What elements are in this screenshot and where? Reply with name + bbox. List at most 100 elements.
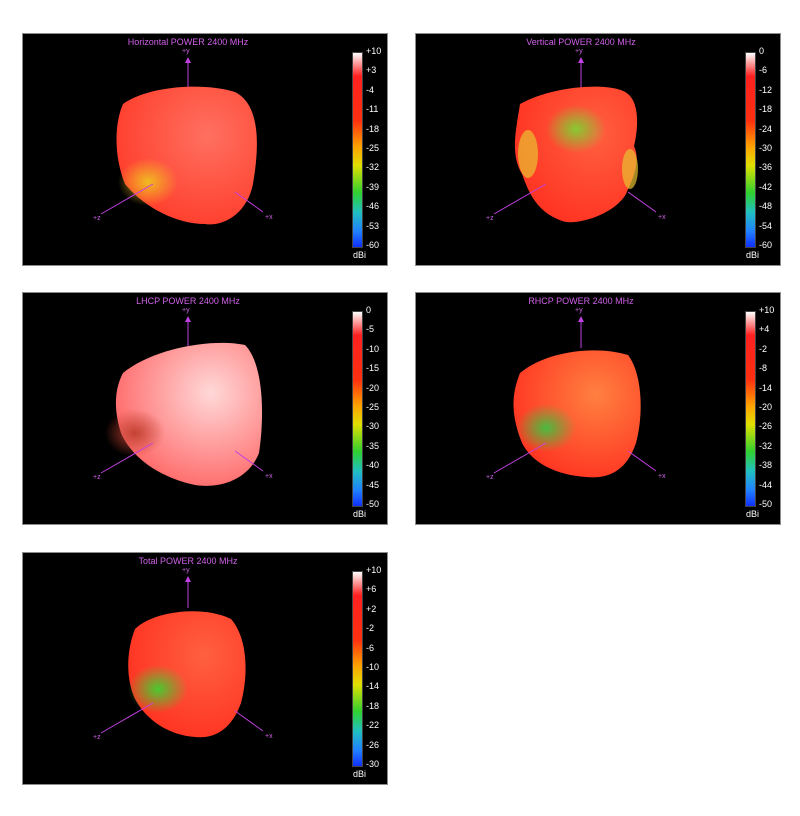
x-axis-label: +x bbox=[265, 473, 273, 480]
colorbar-tick-label: -14 bbox=[366, 681, 380, 692]
colorbar-tick-label: -50 bbox=[366, 499, 380, 509]
pattern-plot bbox=[100, 316, 264, 486]
colorbar-tick-label: -45 bbox=[366, 479, 380, 490]
colorbar bbox=[745, 52, 756, 248]
colorbar-tick-label: -36 bbox=[759, 162, 773, 173]
colorbar-tick-label: -10 bbox=[366, 662, 380, 672]
z-axis-label: +z bbox=[93, 474, 101, 481]
colorbar-tick-label: -18 bbox=[759, 104, 773, 115]
colorbar-tick-label: -25 bbox=[366, 402, 380, 412]
z-axis-line bbox=[100, 442, 154, 474]
x-axis-line bbox=[234, 450, 264, 472]
colorbar-tick-label: +10 bbox=[366, 46, 382, 56]
colorbar-tick-label: -32 bbox=[366, 162, 380, 173]
colorbar-tick-label: 0 bbox=[759, 46, 765, 56]
colorbar-tick-label: -44 bbox=[759, 479, 773, 490]
colorbar-tick-label: +6 bbox=[366, 584, 377, 595]
colorbar-tick-label: -24 bbox=[759, 123, 773, 134]
chart-title: Total POWER 2400 MHz bbox=[138, 556, 238, 566]
colorbar-tick-label: -5 bbox=[366, 324, 375, 335]
colorbar-tick-label: -25 bbox=[366, 143, 380, 153]
x-axis-label: +x bbox=[658, 214, 666, 221]
colorbar-tick-label: -32 bbox=[759, 440, 773, 451]
colorbar bbox=[352, 52, 363, 248]
colorbar-tick-label: +10 bbox=[759, 305, 775, 315]
colorbar-unit: dBi bbox=[746, 509, 760, 519]
colorbar-tick-label: -46 bbox=[366, 201, 380, 212]
colorbar-tick-label: -30 bbox=[759, 143, 773, 153]
colorbar-tick-label: -20 bbox=[366, 382, 380, 393]
z-axis-line bbox=[100, 702, 154, 734]
pattern-surface bbox=[514, 86, 638, 223]
z-axis-label: +z bbox=[486, 215, 494, 222]
colorbar-tick-label: -30 bbox=[366, 759, 380, 769]
colorbar-tick-label: +4 bbox=[759, 324, 770, 335]
x-axis-line bbox=[627, 191, 657, 213]
chart-title: LHCP POWER 2400 MHz bbox=[136, 296, 240, 306]
colorbar bbox=[352, 571, 363, 767]
colorbar bbox=[352, 311, 363, 507]
colorbar-tick-label: -30 bbox=[366, 421, 380, 432]
x-axis-line bbox=[627, 450, 657, 472]
colorbar bbox=[745, 311, 756, 507]
colorbar-tick-label: -6 bbox=[366, 642, 375, 653]
pattern-panel-5: Total POWER 2400 MHz +y +z +x +10 +6 +2 -2 -6 -10… bbox=[22, 552, 388, 785]
colorbar-tick-label: -18 bbox=[366, 700, 380, 711]
colorbar-unit: dBi bbox=[746, 250, 760, 260]
chart-title: Horizontal POWER 2400 MHz bbox=[127, 37, 249, 47]
colorbar-tick-label: -2 bbox=[759, 343, 768, 354]
x-axis-line bbox=[234, 191, 264, 213]
colorbar-tick-label: -6 bbox=[759, 65, 768, 76]
colorbar-tick-label: -48 bbox=[759, 201, 773, 212]
y-axis-label: +y bbox=[182, 567, 190, 574]
colorbar-tick-label: -4 bbox=[366, 84, 375, 95]
colorbar-tick-label: -11 bbox=[366, 104, 379, 115]
colorbar-tick-label: -26 bbox=[759, 421, 773, 432]
colorbar-tick-label: -18 bbox=[366, 123, 380, 134]
z-axis-label: +z bbox=[93, 734, 101, 741]
x-axis-line bbox=[234, 710, 264, 732]
pattern-plot bbox=[493, 57, 657, 223]
colorbar-tick-label: +10 bbox=[366, 565, 382, 575]
pattern-panel-1: Horizontal POWER 2400 MHz +y +z +x +10 +3 -4 -1… bbox=[22, 33, 388, 266]
pattern-panel-2: Vertical POWER 2400 MHz +y +z +x 0 -6 -12 -18 -2… bbox=[415, 33, 781, 266]
colorbar-tick-label: -26 bbox=[366, 739, 380, 750]
pattern-plot bbox=[100, 576, 264, 738]
colorbar-tick-label: -60 bbox=[366, 240, 380, 250]
colorbar-tick-label: -14 bbox=[759, 382, 773, 393]
pattern-plot bbox=[493, 316, 657, 478]
colorbar-unit: dBi bbox=[353, 250, 367, 260]
colorbar-tick-label: -42 bbox=[759, 181, 773, 192]
z-axis-label: +z bbox=[486, 474, 494, 481]
colorbar-tick-label: -20 bbox=[759, 402, 773, 412]
chart-title: RHCP POWER 2400 MHz bbox=[528, 296, 634, 306]
colorbar-unit: dBi bbox=[353, 509, 367, 519]
colorbar-tick-label: -54 bbox=[759, 220, 773, 231]
colorbar-tick-label: -50 bbox=[759, 499, 773, 509]
colorbar-tick-label: -22 bbox=[366, 720, 380, 731]
z-axis-line bbox=[493, 183, 547, 215]
colorbar-tick-label: -12 bbox=[759, 84, 773, 95]
y-axis-label: +y bbox=[575, 307, 583, 314]
colorbar-tick-label: -10 bbox=[366, 343, 380, 354]
pattern-plot bbox=[100, 57, 264, 225]
z-axis-label: +z bbox=[93, 215, 101, 222]
y-axis-label: +y bbox=[182, 48, 190, 55]
z-axis-line bbox=[100, 183, 154, 215]
colorbar-tick-label: -2 bbox=[366, 623, 375, 634]
colorbar-tick-label: -8 bbox=[759, 363, 768, 374]
colorbar-tick-label: -60 bbox=[759, 240, 773, 250]
x-axis-label: +x bbox=[658, 473, 666, 480]
y-axis-label: +y bbox=[182, 307, 190, 314]
colorbar-tick-label: -40 bbox=[366, 460, 380, 471]
chart-title: Vertical POWER 2400 MHz bbox=[526, 37, 636, 47]
colorbar-unit: dBi bbox=[353, 769, 367, 779]
colorbar-tick-label: -35 bbox=[366, 440, 380, 451]
x-axis-label: +x bbox=[265, 733, 273, 740]
pattern-panel-4: RHCP POWER 2400 MHz +y +z +x +10 +4 -2 -8 -14 -20… bbox=[415, 292, 781, 525]
colorbar-tick-label: -39 bbox=[366, 181, 380, 192]
colorbar-tick-label: -15 bbox=[366, 363, 380, 374]
y-axis-label: +y bbox=[575, 48, 583, 55]
pattern-panel-3: LHCP POWER 2400 MHz +y +z +x 0 -5 -10 -15 -20 -25… bbox=[22, 292, 388, 525]
z-axis-line bbox=[493, 442, 547, 474]
